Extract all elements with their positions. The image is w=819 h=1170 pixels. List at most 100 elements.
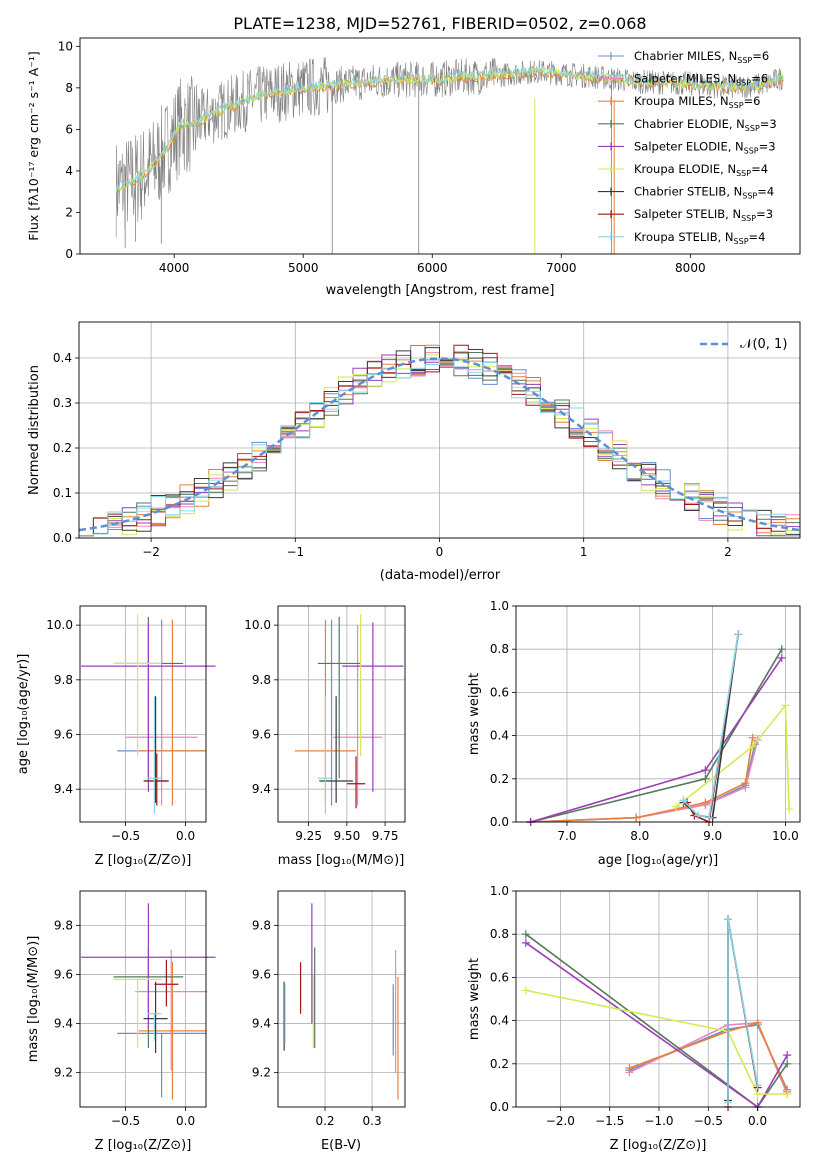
axes-layer	[75, 37, 801, 1111]
mass-vs-ebv-xtick-label: 0.3	[363, 1114, 382, 1128]
weight-vs-age-frame	[515, 605, 801, 823]
spectrum-xtick-label: 7000	[546, 261, 577, 275]
weight-vs-z-point	[625, 1064, 634, 1073]
weight-vs-z-xtick-label: −1.0	[644, 1114, 673, 1128]
legend-entry-label: Salpeter MILES, NSSP=6	[634, 72, 768, 88]
weight-vs-z-point	[783, 1090, 792, 1099]
weight-vs-z-xlabel: Z [log₁₀(Z/Z⊙)]	[610, 1138, 707, 1153]
weight-vs-age-ytick-label: 0.2	[490, 772, 509, 786]
weight-vs-age-ylabel: mass weight	[467, 673, 482, 755]
weight-vs-age-point	[704, 813, 713, 822]
weight-vs-age-point	[777, 645, 786, 654]
mass-vs-ebv-ytick-label: 9.2	[252, 1066, 271, 1080]
weight-vs-z-ylabel: mass weight	[467, 958, 482, 1040]
weight-vs-z-point	[783, 1051, 792, 1060]
weight-vs-z-ytick-label: 0.4	[490, 1014, 509, 1028]
weight-vs-z-ytick-label: 1.0	[490, 884, 509, 898]
weight-vs-z-ytick-label: 0.8	[490, 927, 509, 941]
weight-vs-z-series-line	[727, 918, 759, 1103]
weight-vs-z-ytick-label: 0.2	[490, 1057, 509, 1071]
residuals-ytick-label: 0.4	[53, 351, 72, 365]
weight-vs-age-point	[785, 805, 794, 814]
weight-vs-age-point	[632, 813, 641, 822]
mass-vs-z-xtick-label: 0.0	[176, 1114, 195, 1128]
weight-vs-age-xtick-label: 9.0	[703, 829, 722, 843]
spectrum-ytick-label: 2	[65, 205, 73, 219]
weight-vs-age-point	[781, 701, 790, 710]
weight-vs-z-point	[783, 1059, 792, 1068]
age-vs-mass-ytick-label: 9.6	[252, 728, 271, 742]
legend-entry-label: Chabrier STELIB, NSSP=4	[634, 185, 774, 201]
weight-vs-z-series-line	[525, 989, 788, 1095]
weight-vs-z-point	[521, 930, 530, 939]
weight-vs-age-xlabel: age [log₁₀(age/yr)]	[598, 853, 719, 868]
mass-vs-ebv-frame	[277, 890, 406, 1108]
weight-vs-age-xtick-label: 7.0	[557, 829, 576, 843]
legend-entry-label: Kroupa ELODIE, NSSP=4	[634, 162, 768, 178]
age-vs-z-ytick-label: 9.6	[54, 728, 73, 742]
weight-vs-z-point	[724, 915, 733, 924]
residuals-frame	[78, 321, 801, 539]
spectrum-observed	[115, 57, 784, 238]
residuals-xlabel: (data-model)/error	[380, 568, 501, 583]
age-vs-z-xlabel: Z [log₁₀(Z/Z⊙)]	[95, 853, 192, 868]
weight-vs-age-point	[701, 766, 710, 775]
legend-entry-label: Kroupa MILES, NSSP=6	[634, 94, 760, 110]
mass-vs-ebv-ytick-label: 9.6	[252, 967, 271, 981]
weight-vs-age-ytick-label: 0.4	[490, 729, 509, 743]
legend-entry-label: Salpeter STELIB, NSSP=3	[634, 207, 773, 223]
weight-vs-age-point	[672, 802, 681, 811]
age-vs-mass-ytick-label: 9.8	[252, 673, 271, 687]
weight-vs-z-point	[753, 1018, 762, 1027]
age-vs-mass-ytick-label: 9.4	[252, 782, 271, 796]
mass-vs-ebv-ytick-label: 9.4	[252, 1017, 271, 1031]
weight-vs-z-point	[724, 1098, 733, 1107]
weight-vs-age-series-line	[530, 657, 783, 823]
normal-curve	[78, 357, 801, 532]
weight-vs-z-ytick-label: 0.6	[490, 970, 509, 984]
mass-vs-z-ytick-label: 9.4	[54, 1017, 73, 1031]
residuals-ytick-label: 0.2	[53, 441, 72, 455]
mass-vs-z-frame	[79, 890, 207, 1108]
residuals-xtick-label: 0	[436, 545, 444, 559]
mass-vs-z-ytick-label: 9.8	[54, 918, 73, 932]
age-vs-z-ytick-label: 9.4	[54, 782, 73, 796]
spectrum-model-series	[115, 65, 784, 192]
age-vs-mass-xtick-label: 9.75	[372, 829, 399, 843]
spectrum-ytick-label: 8	[65, 81, 73, 95]
spectrum-frame	[79, 37, 801, 255]
weight-vs-z-xtick-label: −1.5	[595, 1114, 624, 1128]
weight-vs-z-xtick-label: −2.0	[546, 1114, 575, 1128]
spectrum-ylabel: Flux [fλ10⁻¹⁷ erg cm⁻² s⁻¹ A⁻¹]	[26, 51, 41, 240]
weight-vs-age-ytick-label: 0.0	[490, 815, 509, 829]
residuals-ytick-label: 0.3	[53, 396, 72, 410]
weight-vs-age-point	[679, 796, 688, 805]
weight-vs-age-ytick-label: 0.8	[490, 642, 509, 656]
weight-vs-z-xtick-label: 0.0	[748, 1114, 767, 1128]
spectrum-xtick-label: 5000	[288, 261, 319, 275]
weight-vs-z-point	[521, 938, 530, 947]
residuals-ytick-label: 0.0	[53, 531, 72, 545]
weight-vs-age-xtick-label: 10.0	[772, 829, 799, 843]
weight-vs-age-point	[748, 742, 757, 751]
spectrum-ytick-label: 4	[65, 164, 73, 178]
age-vs-z-ytick-label: 9.8	[54, 673, 73, 687]
weight-vs-age-xtick-label: 8.0	[630, 829, 649, 843]
mass-vs-ebv-xtick-label: 0.2	[315, 1114, 334, 1128]
age-vs-mass-xlabel: mass [log₁₀(M/M⊙)]	[278, 853, 405, 868]
residuals-ytick-label: 0.1	[53, 486, 72, 500]
spectrum-xtick-label: 6000	[417, 261, 448, 275]
age-vs-z-xtick-label: −0.5	[111, 829, 140, 843]
residuals-xtick-label: 2	[724, 545, 732, 559]
weight-vs-z-series-line	[629, 1021, 788, 1093]
residuals-xtick-label: −1	[286, 545, 304, 559]
weight-vs-age-point	[734, 630, 743, 639]
age-vs-mass-xtick-label: 9.25	[295, 829, 322, 843]
weight-vs-z-frame	[515, 890, 801, 1108]
weight-vs-z-xtick-label: −0.5	[694, 1114, 723, 1128]
residuals-xtick-label: 1	[580, 545, 588, 559]
residuals-xtick-label: −2	[142, 545, 160, 559]
weight-vs-age-ytick-label: 1.0	[490, 599, 509, 613]
